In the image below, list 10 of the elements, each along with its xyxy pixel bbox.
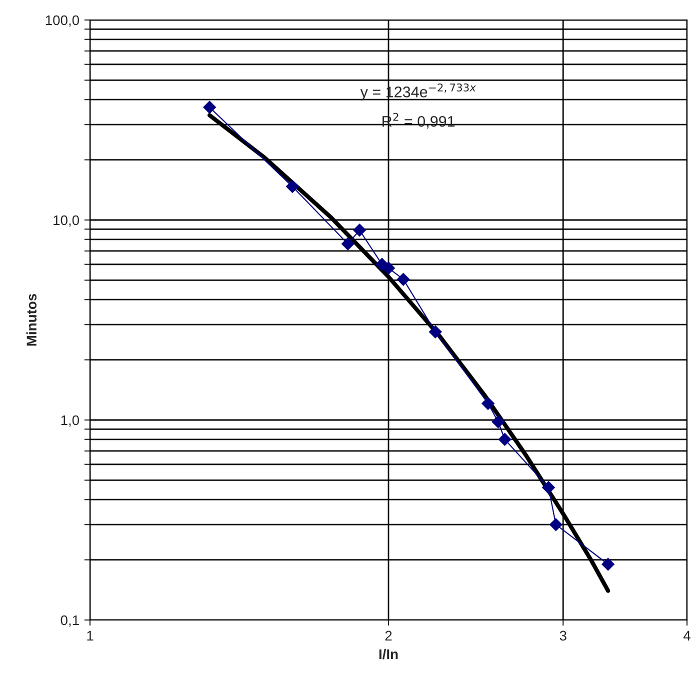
x-axis-title: I/In: [379, 648, 398, 660]
y-tick-label: 100,0: [46, 15, 80, 27]
x-tick-label: 4: [683, 630, 690, 640]
x-tick-label: 1: [87, 630, 94, 640]
y-tick-label: 1,0: [61, 415, 80, 427]
y-axis-title: Minutos: [26, 294, 37, 346]
y-tick-label: 0,1: [60, 615, 79, 627]
y-tick-label: 10,0: [54, 215, 80, 227]
x-tick-label: 2: [385, 630, 392, 640]
x-tick-label: 3: [560, 630, 566, 641]
